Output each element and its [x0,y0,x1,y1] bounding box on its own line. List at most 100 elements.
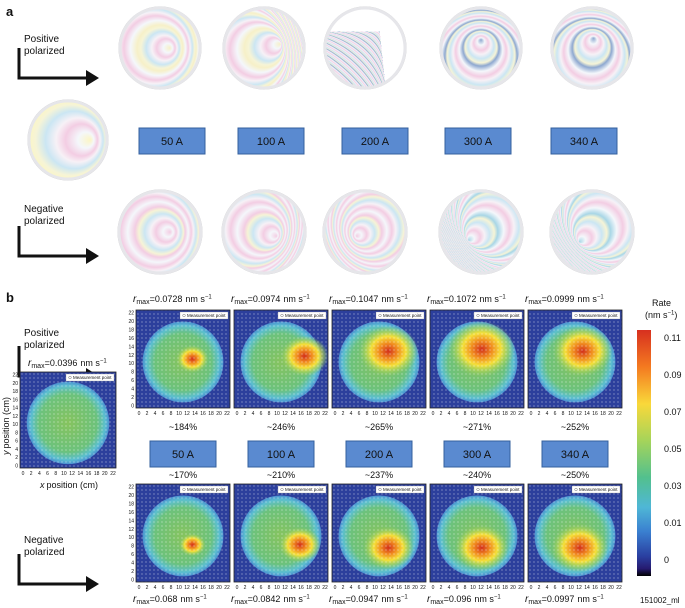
enhancement-label: ~250% [561,470,589,480]
rmax-label: rmax=0.1047 nm s−1 [329,294,408,306]
heatmap-frame [527,309,623,409]
y-tick-label: 18 [128,501,134,507]
legend-marker [280,314,284,318]
x-tick-label: 6 [554,411,557,417]
rmax-label: rmax=0.096 nm s−1 [427,594,501,606]
x-tick-label: 16 [86,471,92,477]
x-tick-label: 0 [530,585,533,591]
x-tick-label: 20 [314,585,320,591]
rmax-exponent: −1 [100,359,108,365]
current-label: 340 A [570,136,599,148]
legend-box [571,485,621,494]
heatmap-frame [19,371,117,469]
rmax-unit: nm s [80,358,100,368]
legend-box [473,311,523,320]
measurement-grid [20,372,116,468]
rmax-unit: nm s [283,594,303,604]
fringe-shade [222,6,306,90]
x-tick-label: 10 [568,585,574,591]
x-tick-label: 12 [69,471,75,477]
fringe-shade [118,6,202,90]
y-tick-label: 20 [128,493,134,499]
rmax-subscript: max [430,299,444,306]
y-tick-label: 12 [12,414,18,420]
x-tick-label: 16 [200,585,206,591]
heatmap-frame [135,309,231,409]
rmax-subscript: max [332,599,346,606]
enhancement-label: ~184% [169,422,197,432]
rmax-unit: nm s [577,294,597,304]
x-tick-label: 12 [282,411,288,417]
measurement-grid [136,310,230,408]
x-tick-label: 16 [298,585,304,591]
x-tick-label: 20 [102,471,108,477]
x-tick-label: 4 [154,585,157,591]
rmax-unit: nm s [474,594,494,604]
current-button [444,127,512,155]
legend-box [277,485,327,494]
legend-marker [574,314,578,318]
axis-variable: x [39,480,45,490]
arrow-head [86,248,99,264]
x-tick-label: 18 [600,585,606,591]
x-tick-label: 2 [146,411,149,417]
x-tick-label: 8 [562,585,565,591]
current-label: 50 A [172,449,195,461]
enhancement-label: ~246% [267,422,295,432]
x-tick-label: 2 [342,411,345,417]
x-tick-label: 10 [568,411,574,417]
rmax-symbol: r [525,594,529,605]
rmax-exponent: −1 [494,595,502,601]
measurement-grid [234,484,328,582]
legend-text: Measurement point [383,313,422,318]
x-tick-label: 14 [584,411,590,417]
x-tick-label: 20 [608,585,614,591]
rmax-exponent: −1 [303,595,311,601]
y-tick-label: 6 [131,378,134,384]
x-tick-label: 8 [562,411,565,417]
x-tick-label: 18 [306,585,312,591]
rmax-symbol: r [525,294,529,305]
y-tick-label: 0 [131,404,134,410]
panel-label: b [6,290,14,305]
current-label: 300 A [464,136,493,148]
rmax-unit: nm s [577,594,597,604]
x-tick-label: 12 [478,585,484,591]
x-tick-label: 6 [46,471,49,477]
fringe-shade [439,6,523,90]
legend-marker [182,488,186,492]
rmax-symbol: r [329,594,333,605]
rmax-subscript: max [31,363,45,370]
current-label: 100 A [257,136,286,148]
x-tick-label: 22 [322,411,328,417]
y-tick-label: 20 [12,381,18,387]
rmax-label: rmax=0.1072 nm s−1 [427,294,506,306]
rmax-symbol: r [427,594,431,605]
rmax-value: =0.0396 [45,358,78,368]
x-tick-label: 8 [268,411,271,417]
x-tick-label: 22 [616,585,622,591]
x-tick-label: 14 [388,411,394,417]
legend-text: Measurement point [579,487,618,492]
fringe-shade [117,189,203,275]
legend-marker [182,314,186,318]
heatmap-frame [527,483,623,583]
y-tick-label: 0 [15,464,18,470]
rmax-unit: nm s [381,294,401,304]
axis-variable: y [1,450,11,456]
y-tick-label: 14 [12,406,18,412]
legend-box [571,311,621,320]
rmax-label: rmax=0.0728 nm s−1 [133,294,212,306]
x-tick-label: 8 [464,585,467,591]
y-axis-label: yposition (cm) [1,397,11,456]
current-button [138,127,206,155]
x-tick-label: 0 [334,411,337,417]
x-tick-label: 10 [274,411,280,417]
x-tick-label: 10 [176,585,182,591]
legend-box [473,485,523,494]
rmax-label: rmax=0.068 nm s−1 [133,594,207,606]
axis-text: position (cm) [1,397,11,449]
x-tick-label: 18 [502,411,508,417]
x-tick-label: 6 [162,585,165,591]
x-tick-label: 0 [236,411,239,417]
